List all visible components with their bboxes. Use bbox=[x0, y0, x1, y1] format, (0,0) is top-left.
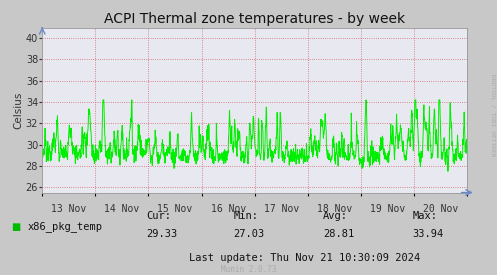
Title: ACPI Thermal zone temperatures - by week: ACPI Thermal zone temperatures - by week bbox=[104, 12, 405, 26]
Text: 16 Nov: 16 Nov bbox=[211, 204, 246, 214]
Text: 19 Nov: 19 Nov bbox=[370, 204, 405, 214]
Text: 28.81: 28.81 bbox=[323, 229, 354, 239]
Text: Munin 2.0.73: Munin 2.0.73 bbox=[221, 265, 276, 274]
Text: 29.33: 29.33 bbox=[147, 229, 178, 239]
Text: ■: ■ bbox=[11, 222, 20, 232]
Text: 20 Nov: 20 Nov bbox=[423, 204, 458, 214]
Text: Avg:: Avg: bbox=[323, 211, 348, 221]
Text: 17 Nov: 17 Nov bbox=[263, 204, 299, 214]
Text: Cur:: Cur: bbox=[147, 211, 171, 221]
Text: Last update: Thu Nov 21 10:30:09 2024: Last update: Thu Nov 21 10:30:09 2024 bbox=[189, 253, 420, 263]
Text: 18 Nov: 18 Nov bbox=[317, 204, 352, 214]
Text: 27.03: 27.03 bbox=[234, 229, 265, 239]
Text: 13 Nov: 13 Nov bbox=[51, 204, 86, 214]
Text: 33.94: 33.94 bbox=[413, 229, 444, 239]
Text: 14 Nov: 14 Nov bbox=[104, 204, 140, 214]
Text: Min:: Min: bbox=[234, 211, 258, 221]
Text: Max:: Max: bbox=[413, 211, 437, 221]
Text: x86_pkg_temp: x86_pkg_temp bbox=[27, 221, 102, 232]
Text: RRDTOOL / TOBI OETIKER: RRDTOOL / TOBI OETIKER bbox=[491, 74, 496, 157]
Y-axis label: Celsius: Celsius bbox=[13, 91, 23, 129]
Text: 15 Nov: 15 Nov bbox=[158, 204, 193, 214]
